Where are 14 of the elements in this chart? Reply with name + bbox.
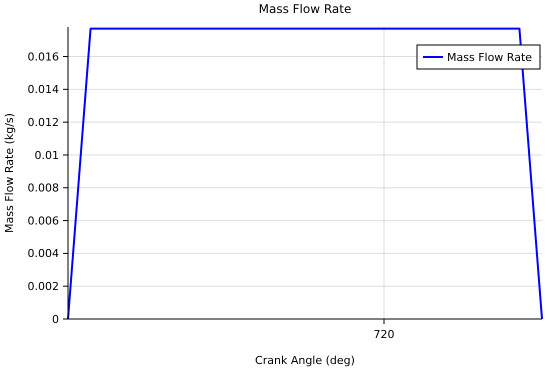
y-tick-label: 0.008	[28, 182, 59, 195]
y-axis-title: Mass Flow Rate (kg/s)	[3, 113, 16, 233]
x-tick-label: 720	[374, 328, 394, 341]
y-tick-label: 0.014	[28, 83, 59, 96]
y-tick-label: 0.01	[34, 148, 59, 162]
y-tick-label: 0.006	[28, 214, 59, 228]
y-tick-label: 0.012	[28, 116, 59, 129]
chart-title: Mass Flow Rate	[258, 2, 352, 16]
y-tick-label: 0	[52, 312, 59, 326]
legend-label: Mass Flow Rate	[447, 50, 532, 64]
y-tick-label: 0.004	[28, 247, 59, 260]
x-axis-title: Crank Angle (deg)	[255, 354, 355, 367]
y-tick-label: 0.002	[28, 280, 59, 294]
y-tick-label: 0.016	[28, 50, 59, 64]
